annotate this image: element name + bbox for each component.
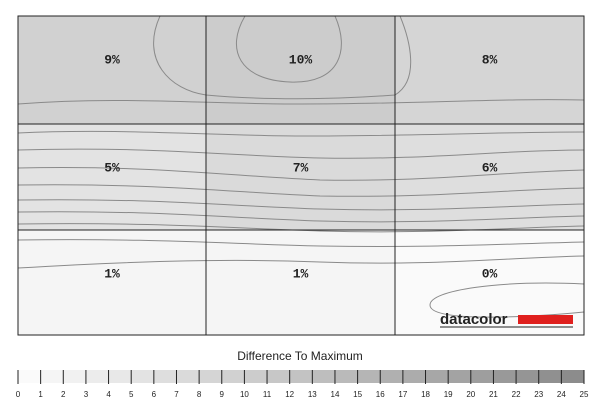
scale-swatch — [538, 370, 562, 383]
cell-label: 1% — [104, 266, 120, 281]
cell — [206, 230, 395, 335]
scale-tick-label: 21 — [489, 390, 498, 399]
cell-label: 9% — [104, 52, 120, 67]
scale-tick-label: 25 — [580, 390, 589, 399]
scale-tick-label: 17 — [398, 390, 407, 399]
scale-swatch — [18, 370, 41, 383]
scale-tick-label: 3 — [84, 390, 89, 399]
scale-tick-label: 24 — [557, 390, 566, 399]
scale-tick-label: 6 — [152, 390, 157, 399]
scale-tick-label: 16 — [376, 390, 385, 399]
scale-swatch — [380, 370, 403, 383]
scale-tick-label: 10 — [240, 390, 249, 399]
scale-swatch — [470, 370, 494, 383]
scale-tick-label: 11 — [263, 390, 272, 399]
grid-frame — [17, 15, 585, 336]
cell — [395, 124, 584, 230]
scale-tick-label: 0 — [16, 390, 21, 399]
cell-label: 0% — [482, 266, 498, 281]
cell — [18, 16, 206, 124]
scale-tick-label: 14 — [331, 390, 340, 399]
scale-tick-label: 5 — [129, 390, 134, 399]
scale-swatch — [312, 370, 335, 383]
scale-tick-label: 13 — [308, 390, 317, 399]
scale-swatch — [561, 370, 584, 383]
scale-tick-label: 1 — [38, 390, 43, 399]
scale-swatch — [199, 370, 222, 383]
scale-tick-label: 4 — [106, 390, 111, 399]
scale-swatch — [131, 370, 154, 383]
scale-swatch — [244, 370, 268, 383]
scale-swatch — [221, 370, 245, 383]
scale-tick-label: 12 — [285, 390, 294, 399]
scale-tick-label: 19 — [444, 390, 453, 399]
scale-swatch — [267, 370, 290, 383]
cell — [18, 230, 206, 335]
scale-swatch — [85, 370, 109, 383]
logo: datacolor — [440, 311, 508, 328]
cell-label: 5% — [104, 160, 120, 175]
scale-tick-label: 20 — [466, 390, 475, 399]
cell-label: 10% — [289, 52, 313, 67]
scale-tick-label: 9 — [220, 390, 225, 399]
scale-tick-label: 18 — [421, 390, 430, 399]
scale-swatch — [516, 370, 539, 383]
cell — [206, 124, 395, 230]
scale-tick-label: 15 — [353, 390, 362, 399]
contours — [18, 16, 584, 318]
cell-label: 1% — [293, 266, 309, 281]
scale-swatch — [334, 370, 358, 383]
scale-swatch — [176, 370, 200, 383]
scale-swatch — [425, 370, 449, 383]
scale-tick-label: 23 — [534, 390, 543, 399]
scale-swatch — [108, 370, 132, 383]
cell — [206, 16, 395, 124]
scale-tick-label: 7 — [174, 390, 179, 399]
logo-bar — [518, 315, 573, 324]
scale-title: Difference To Maximum — [237, 349, 363, 363]
scale-swatch — [448, 370, 471, 383]
cell-labels: 9% 10% 8% 5% 7% 6% 1% 1% 0% — [104, 52, 497, 281]
cell-label: 6% — [482, 160, 498, 175]
scale-swatch — [493, 370, 517, 383]
scale-swatch — [289, 370, 313, 383]
scale-swatch — [63, 370, 86, 383]
scale-swatch — [153, 370, 177, 383]
cell — [395, 16, 584, 124]
scale-tick-label: 8 — [197, 390, 202, 399]
heatmap-cells — [18, 16, 584, 335]
scale-swatch — [40, 370, 64, 383]
scale-swatch — [402, 370, 426, 383]
cell-label: 8% — [482, 52, 498, 67]
scale-tick-label: 2 — [61, 390, 66, 399]
scale-swatch — [357, 370, 381, 383]
cell-label: 7% — [293, 160, 309, 175]
scale: 0 1 2 3 4 5 6 7 8 9 10 11 12 13 14 15 16 17 18 19 20 21 22 23 24… — [16, 370, 589, 399]
scale-tick-label: 22 — [512, 390, 521, 399]
